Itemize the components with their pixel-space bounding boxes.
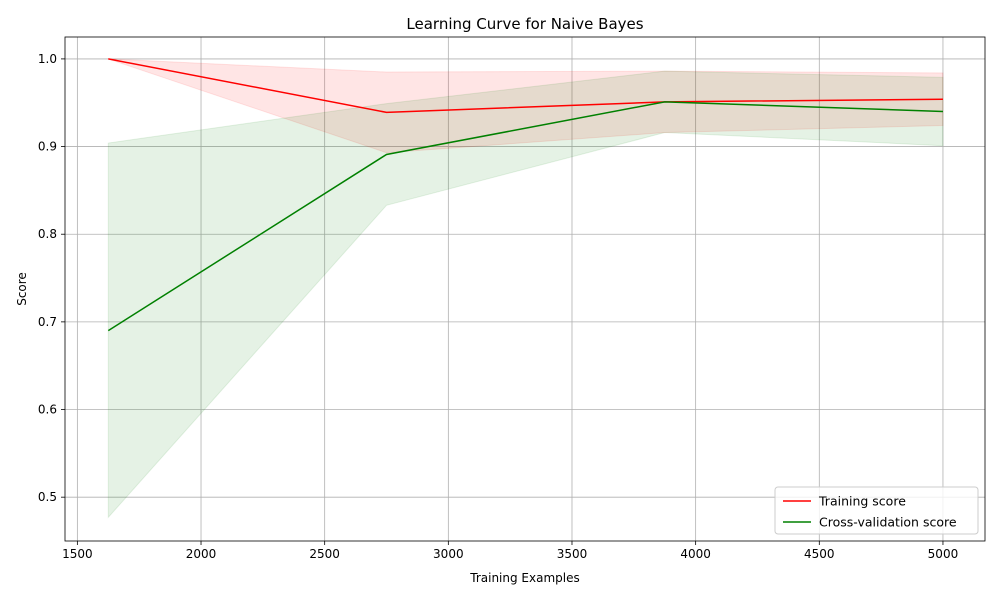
x-axis-ticks: 1500 2000 2500 3000 3500 4000 4500 5000 — [62, 541, 958, 561]
y-tick-label: 0.8 — [38, 227, 57, 241]
y-axis-ticks: 0.5 0.6 0.7 0.8 0.9 1.0 — [38, 52, 65, 504]
chart-title: Learning Curve for Naive Bayes — [406, 15, 643, 33]
plot-frame — [64, 36, 986, 542]
y-axis-title: Score — [15, 272, 29, 306]
x-tick-label: 1500 — [62, 547, 93, 561]
series-lines — [107, 58, 943, 332]
x-tick-label: 4000 — [680, 547, 711, 561]
legend: Training score Cross-validation score — [774, 486, 979, 535]
band-series-1 — [107, 70, 944, 519]
x-axis-title: Training Examples — [469, 571, 579, 585]
line-series-1 — [107, 101, 943, 332]
line-series-0 — [108, 58, 943, 114]
y-tick-label: 0.5 — [38, 490, 57, 504]
legend-label: Training score — [818, 494, 906, 509]
x-tick-label: 5000 — [928, 547, 959, 561]
grid-lines — [65, 37, 985, 541]
x-tick-label: 2000 — [186, 547, 217, 561]
x-tick-label: 3000 — [433, 547, 464, 561]
x-tick-label: 3500 — [557, 547, 588, 561]
y-tick-label: 0.6 — [38, 403, 57, 417]
y-tick-label: 0.7 — [38, 315, 57, 329]
x-tick-label: 4500 — [804, 547, 835, 561]
y-tick-label: 1.0 — [38, 52, 57, 66]
x-tick-label: 2500 — [309, 547, 340, 561]
legend-box — [774, 486, 979, 535]
y-tick-label: 0.9 — [38, 140, 57, 154]
legend-label: Cross-validation score — [819, 515, 957, 530]
